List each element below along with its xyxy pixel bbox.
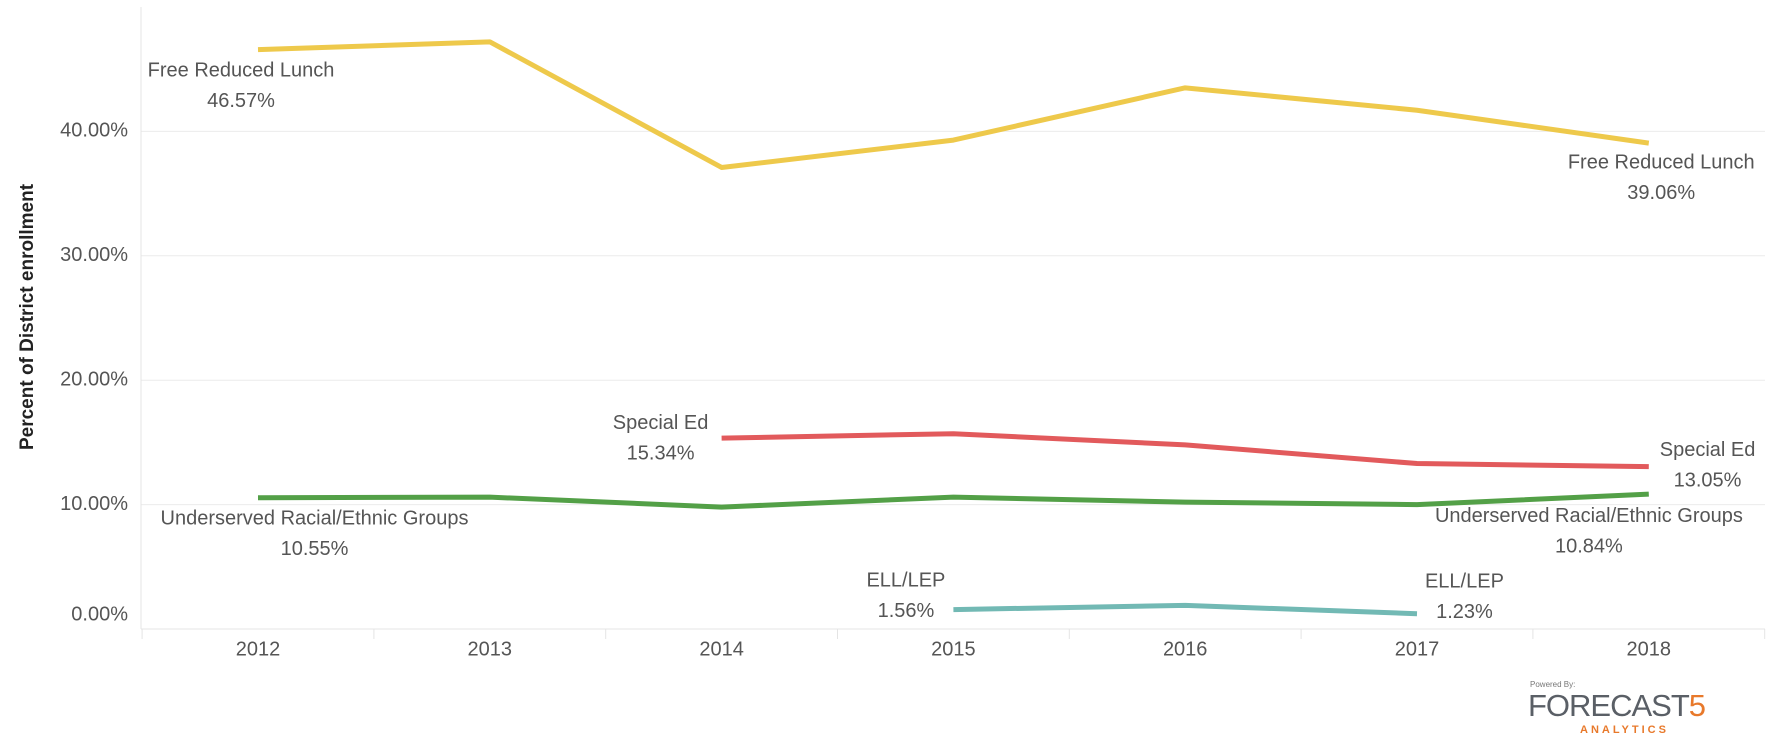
y-tick-label: 20.00% [60, 368, 128, 390]
value-label: 10.55% [281, 538, 349, 560]
series-line [721, 431, 1649, 470]
series-name-label: Special Ed [1660, 439, 1756, 461]
series-name-label: Underserved Racial/Ethnic Groups [1435, 505, 1743, 527]
series-name-label: Free Reduced Lunch [148, 59, 335, 81]
series-name-label: Special Ed [613, 412, 709, 434]
series-name-label: ELL/LEP [866, 570, 945, 592]
x-tick-label: 2015 [931, 638, 976, 660]
logo-brand-text: FORECAST [1528, 688, 1690, 723]
value-label: 46.57% [207, 90, 275, 112]
logo: Powered By: FORECAST5 ANALYTICS [1528, 680, 1706, 736]
logo-brand: FORECAST5 [1528, 688, 1705, 723]
series-line [257, 491, 1649, 510]
x-tick-label: 2018 [1627, 638, 1672, 660]
value-label: 1.23% [1436, 601, 1493, 623]
x-tick-label: 2016 [1163, 638, 1208, 660]
series-name-label: ELL/LEP [1425, 570, 1504, 592]
x-tick-label: 2012 [236, 638, 281, 660]
series-line [953, 602, 1418, 617]
y-tick-label: 10.00% [60, 493, 128, 515]
logo-caption: Powered By: [1530, 680, 1575, 689]
y-tick-label: 30.00% [60, 244, 128, 266]
y-tick-label: 40.00% [60, 120, 128, 142]
value-label: 13.05% [1674, 470, 1742, 492]
x-tick-label: 2013 [468, 638, 513, 660]
logo-brand-number: 5 [1689, 688, 1705, 723]
logo-tagline: ANALYTICS [1580, 724, 1669, 736]
y-axis-title: Percent of District enrollment [17, 183, 38, 450]
series-name-label: Free Reduced Lunch [1568, 152, 1755, 174]
x-tick-label: 2014 [699, 638, 744, 660]
value-label: 1.56% [878, 600, 935, 622]
value-label: 39.06% [1627, 182, 1695, 204]
value-label: 10.84% [1555, 536, 1623, 558]
value-label: 15.34% [627, 442, 695, 464]
y-tick-label: 0.00% [71, 603, 128, 625]
x-tick-label: 2017 [1395, 638, 1440, 660]
series-name-label: Underserved Racial/Ethnic Groups [161, 508, 469, 530]
series-line [257, 39, 1650, 170]
